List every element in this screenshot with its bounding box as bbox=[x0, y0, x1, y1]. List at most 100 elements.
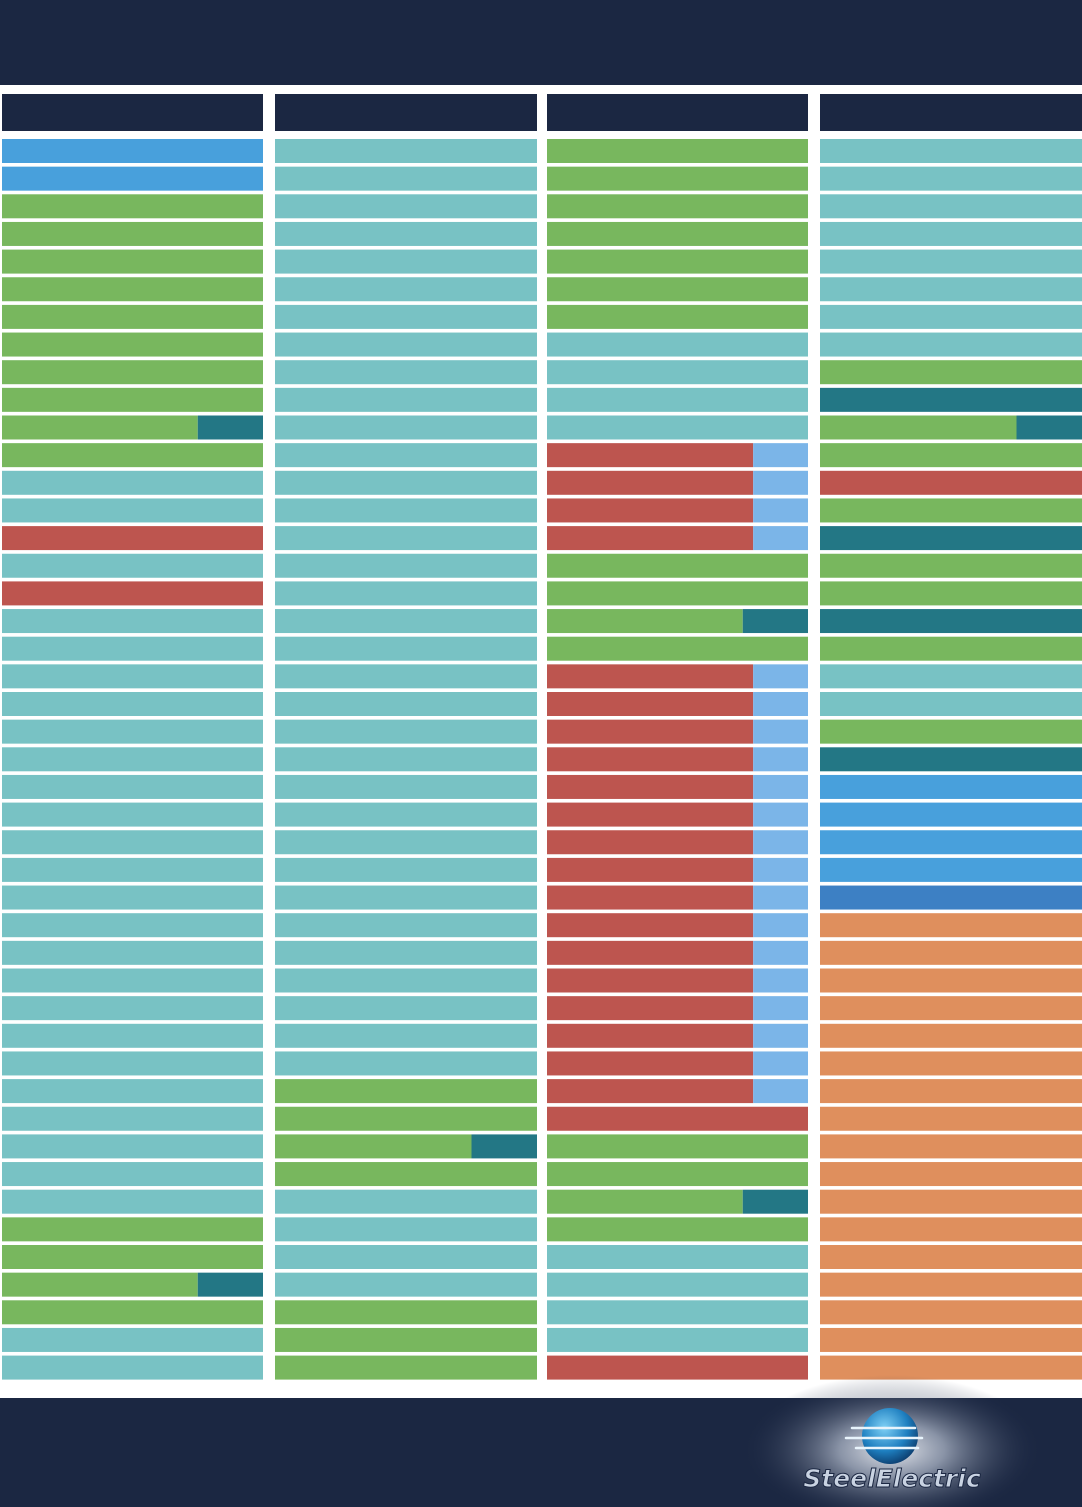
schedule-cell bbox=[820, 1134, 1082, 1159]
schedule-cell bbox=[820, 747, 1082, 772]
schedule-cell bbox=[547, 802, 754, 827]
schedule-cell bbox=[820, 415, 1017, 440]
schedule-cell bbox=[547, 913, 754, 938]
schedule-cell bbox=[753, 857, 808, 882]
schedule-cell bbox=[275, 526, 537, 551]
schedule-cell bbox=[820, 139, 1082, 163]
schedule-cell bbox=[275, 139, 537, 163]
schedule-cell bbox=[2, 1300, 263, 1325]
schedule-cell bbox=[275, 1134, 472, 1159]
schedule-cell bbox=[547, 830, 754, 855]
schedule-cell bbox=[275, 249, 537, 274]
schedule-cell bbox=[2, 249, 263, 274]
schedule-cell bbox=[547, 747, 754, 772]
schedule-cell bbox=[2, 1272, 198, 1297]
schedule-cell bbox=[197, 415, 263, 440]
schedule-cell bbox=[820, 553, 1082, 578]
schedule-cell bbox=[275, 304, 537, 329]
schedule-cell bbox=[2, 443, 263, 468]
schedule-cell bbox=[547, 857, 754, 882]
schedule-cell bbox=[547, 498, 754, 523]
schedule-cell bbox=[275, 609, 537, 634]
schedule-cell bbox=[2, 802, 263, 827]
schedule-cell bbox=[547, 885, 754, 910]
schedule-cell bbox=[547, 249, 808, 274]
schedule-cell bbox=[820, 802, 1082, 827]
schedule-cell bbox=[275, 1051, 537, 1076]
schedule-cell bbox=[2, 332, 263, 357]
schedule-cell bbox=[275, 221, 537, 246]
schedule-cell bbox=[2, 747, 263, 772]
schedule-cell bbox=[547, 636, 808, 661]
schedule-cell bbox=[2, 1106, 263, 1131]
schedule-grid bbox=[2, 94, 1082, 1380]
schedule-cell bbox=[2, 526, 263, 551]
schedule-cell bbox=[820, 194, 1082, 219]
schedule-cell bbox=[547, 968, 754, 993]
schedule-cell bbox=[753, 692, 808, 716]
schedule-cell bbox=[753, 830, 808, 855]
schedule-cell bbox=[2, 1023, 263, 1048]
schedule-cell bbox=[820, 1106, 1082, 1131]
schedule-cell bbox=[547, 664, 754, 689]
schedule-cell bbox=[820, 443, 1082, 468]
column-header bbox=[820, 94, 1082, 131]
schedule-cell bbox=[753, 719, 808, 744]
schedule-cell bbox=[275, 415, 537, 440]
schedule-cell bbox=[2, 885, 263, 910]
schedule-cell bbox=[547, 1134, 808, 1159]
schedule-cell bbox=[2, 996, 263, 1021]
schedule-cell bbox=[820, 1355, 1082, 1380]
schedule-cell bbox=[547, 940, 754, 965]
schedule-cell bbox=[2, 1079, 263, 1104]
schedule-cell bbox=[275, 1189, 537, 1214]
schedule-cell bbox=[275, 774, 537, 799]
schedule-cell bbox=[2, 553, 263, 578]
schedule-cell bbox=[275, 968, 537, 993]
schedule-cell bbox=[275, 802, 537, 827]
schedule-cell bbox=[753, 802, 808, 827]
schedule-cell bbox=[820, 1051, 1082, 1076]
schedule-cell bbox=[820, 1300, 1082, 1325]
schedule-cell bbox=[753, 996, 808, 1021]
schedule-cell bbox=[753, 1079, 808, 1104]
schedule-cell bbox=[275, 387, 537, 412]
schedule-cell bbox=[753, 470, 808, 495]
schedule-cell bbox=[2, 498, 263, 523]
schedule-cell bbox=[2, 1327, 263, 1352]
schedule-cell bbox=[275, 940, 537, 965]
schedule-cell bbox=[547, 1079, 754, 1104]
schedule-cell bbox=[547, 470, 754, 495]
schedule-cell bbox=[547, 387, 808, 412]
schedule-cell bbox=[1016, 415, 1082, 440]
schedule-cell bbox=[820, 1327, 1082, 1352]
column-header bbox=[547, 94, 808, 131]
column-header bbox=[275, 94, 537, 131]
schedule-cell bbox=[2, 968, 263, 993]
schedule-cell bbox=[753, 443, 808, 468]
schedule-cell bbox=[753, 526, 808, 551]
schedule-cell bbox=[820, 221, 1082, 246]
schedule-cell bbox=[275, 1272, 537, 1297]
schedule-cell bbox=[197, 1272, 263, 1297]
schedule-cell bbox=[820, 968, 1082, 993]
schedule-cell bbox=[820, 581, 1082, 606]
schedule-cell bbox=[2, 1245, 263, 1269]
schedule-cell bbox=[547, 1106, 808, 1131]
schedule-cell bbox=[820, 692, 1082, 716]
schedule-cell bbox=[275, 692, 537, 716]
schedule-cell bbox=[2, 1189, 263, 1214]
schedule-cell bbox=[2, 139, 263, 163]
schedule-cell bbox=[742, 609, 808, 634]
schedule-cell bbox=[2, 692, 263, 716]
schedule-cell bbox=[547, 1245, 808, 1269]
schedule-cell bbox=[275, 194, 537, 219]
schedule-cell bbox=[275, 1023, 537, 1048]
schedule-cell bbox=[547, 581, 808, 606]
schedule-cell bbox=[820, 277, 1082, 302]
schedule-cell bbox=[820, 1162, 1082, 1187]
schedule-cell bbox=[547, 692, 754, 716]
schedule-cell bbox=[547, 719, 754, 744]
schedule-cell bbox=[820, 1189, 1082, 1214]
schedule-cell bbox=[2, 304, 263, 329]
